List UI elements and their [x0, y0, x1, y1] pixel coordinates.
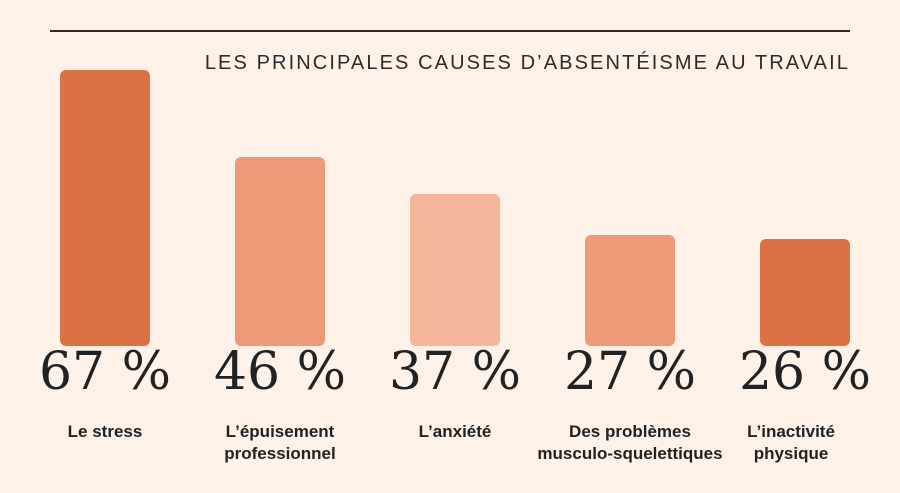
value-label-1: 67 %: [38, 342, 172, 402]
category-label-4-line-2: musculo-squelettiques: [537, 444, 723, 463]
category-label-5: L’inactivité physique: [686, 421, 896, 465]
value-label-2: 46 %: [213, 342, 347, 402]
bar-4: [585, 234, 675, 346]
category-label-3-line-1: L’anxiété: [418, 422, 492, 441]
category-label-1: Le stress: [0, 421, 210, 443]
category-label-2: L’épuisement professionnel: [175, 421, 385, 465]
category-label-1-line-1: Le stress: [67, 422, 143, 441]
chart-title: LES PRINCIPALES CAUSES D’ABSENTÉISME AU …: [204, 52, 850, 74]
value-label-3: 37 %: [388, 342, 522, 402]
category-label-2-line-2: professionnel: [224, 444, 336, 463]
category-label-5-line-1: L’inactivité: [747, 422, 835, 441]
bar-1: [60, 70, 150, 346]
bar-3: [410, 193, 500, 346]
category-label-3: L’anxiété: [350, 421, 560, 443]
bar-5: [760, 238, 850, 346]
category-label-2-line-1: L’épuisement: [225, 422, 335, 441]
value-label-4: 27 %: [563, 342, 697, 402]
bar-2: [235, 156, 325, 346]
category-label-4-line-1: Des problèmes: [569, 422, 691, 441]
category-label-5-line-2: physique: [753, 444, 829, 463]
category-label-4: Des problèmes musculo-squelettiques: [525, 421, 735, 465]
top-rule: [50, 30, 850, 32]
value-label-5: 26 %: [738, 342, 872, 402]
